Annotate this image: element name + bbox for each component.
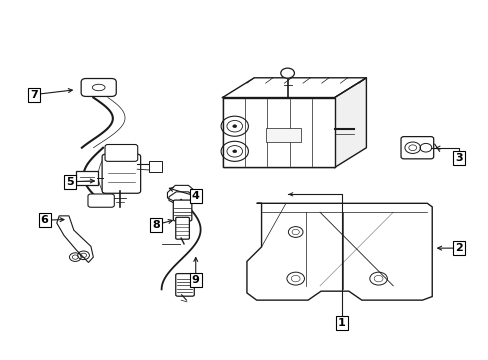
FancyBboxPatch shape (76, 171, 98, 185)
Bar (266, 128, 300, 142)
Polygon shape (246, 203, 431, 300)
Polygon shape (57, 216, 93, 262)
Text: 2: 2 (454, 243, 462, 253)
Polygon shape (168, 192, 194, 204)
FancyBboxPatch shape (175, 274, 194, 296)
FancyBboxPatch shape (105, 144, 138, 161)
Polygon shape (222, 78, 366, 98)
Text: 6: 6 (41, 215, 48, 225)
Polygon shape (334, 78, 366, 167)
FancyBboxPatch shape (175, 217, 189, 239)
Text: 4: 4 (191, 191, 199, 201)
Text: 3: 3 (454, 153, 462, 163)
Ellipse shape (280, 68, 294, 78)
Text: 9: 9 (191, 275, 199, 285)
Text: 1: 1 (338, 319, 345, 328)
FancyBboxPatch shape (81, 78, 116, 96)
Circle shape (232, 150, 236, 153)
Bar (149, 161, 161, 172)
FancyBboxPatch shape (88, 194, 114, 207)
Bar (222, 98, 334, 167)
Circle shape (232, 125, 236, 128)
Text: 8: 8 (152, 220, 159, 230)
FancyBboxPatch shape (102, 154, 141, 193)
Text: 5: 5 (66, 177, 74, 187)
Bar (222, 98, 334, 167)
Ellipse shape (92, 84, 105, 91)
Polygon shape (167, 185, 198, 202)
Text: 7: 7 (30, 90, 38, 100)
FancyBboxPatch shape (173, 200, 191, 221)
FancyBboxPatch shape (400, 136, 433, 159)
